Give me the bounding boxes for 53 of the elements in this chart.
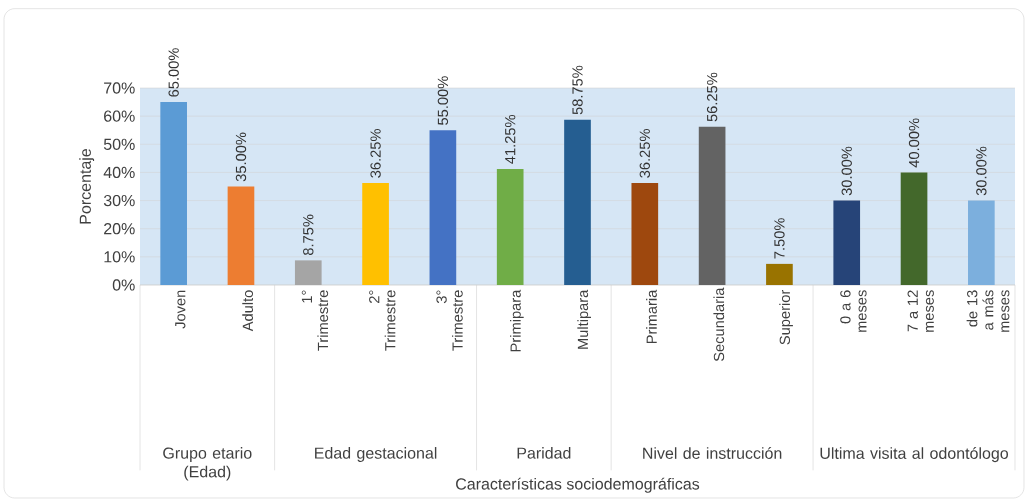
data-label: 7.50% (774, 218, 785, 259)
y-tick-label: 20% (104, 223, 135, 235)
text: Edad gestacional (315, 447, 437, 462)
bar (429, 130, 457, 285)
text: Grupo etario (Edad) (163, 447, 252, 481)
x-tick-label: Superior (779, 289, 793, 345)
bar (294, 260, 322, 285)
bar (362, 182, 389, 285)
bar (160, 102, 187, 285)
data-label: 56.25% (706, 72, 718, 122)
y-tick-label: 40% (103, 166, 135, 179)
bar (564, 119, 591, 285)
bar (698, 126, 726, 285)
y-tick-label: 30% (103, 194, 135, 207)
x-tick-label: Adulto (242, 290, 254, 332)
data-label: 40.00% (908, 118, 920, 168)
x-tick-label: Multipara (577, 289, 591, 349)
data-label: 35.00% (235, 132, 247, 182)
data-label: 41.25% (505, 115, 516, 164)
bar (227, 186, 255, 285)
y-tick-label: 0% (112, 279, 135, 291)
data-label: 58.75% (572, 65, 583, 115)
data-label: 65.00% (168, 48, 179, 97)
y-tick-label: 70% (104, 82, 135, 94)
x-tick-label: 0 a 6 meses (840, 290, 867, 332)
x-tick-label: Secundaria (713, 287, 725, 362)
bar (833, 200, 861, 285)
data-label: 55.00% (437, 76, 449, 125)
data-label: 36.25% (370, 129, 381, 178)
text: Ultima visita al odontólogo (820, 447, 1009, 463)
bar (968, 200, 995, 285)
bar (900, 172, 928, 285)
data-label: 30.00% (976, 146, 987, 196)
text: Paridad (517, 447, 571, 459)
data-label: 36.25% (639, 129, 650, 178)
data-label: 8.75% (303, 214, 314, 256)
y-tick-label: 60% (104, 110, 135, 122)
text: Nivel de instrucción (643, 447, 782, 459)
text: Características sociodemográficas (456, 477, 700, 493)
y-axis-title: Porcentaje (79, 148, 95, 224)
bar (631, 182, 659, 285)
x-tick-label: Primipara (510, 289, 524, 352)
x-tick-label: 7 a 12 meses (907, 290, 934, 332)
y-tick-label: 50% (103, 138, 135, 150)
y-tick-label: 10% (104, 251, 135, 263)
bar (496, 168, 524, 285)
data-label: 30.00% (841, 146, 852, 196)
bar (766, 263, 793, 285)
x-tick-label: Joven (175, 290, 186, 329)
x-tick-label: 3° Trimestre (436, 290, 463, 351)
x-tick-label: 2° Trimestre (369, 290, 396, 351)
x-tick-label: Primaria (646, 289, 657, 344)
x-tick-label: 1° Trimestre (301, 290, 329, 351)
